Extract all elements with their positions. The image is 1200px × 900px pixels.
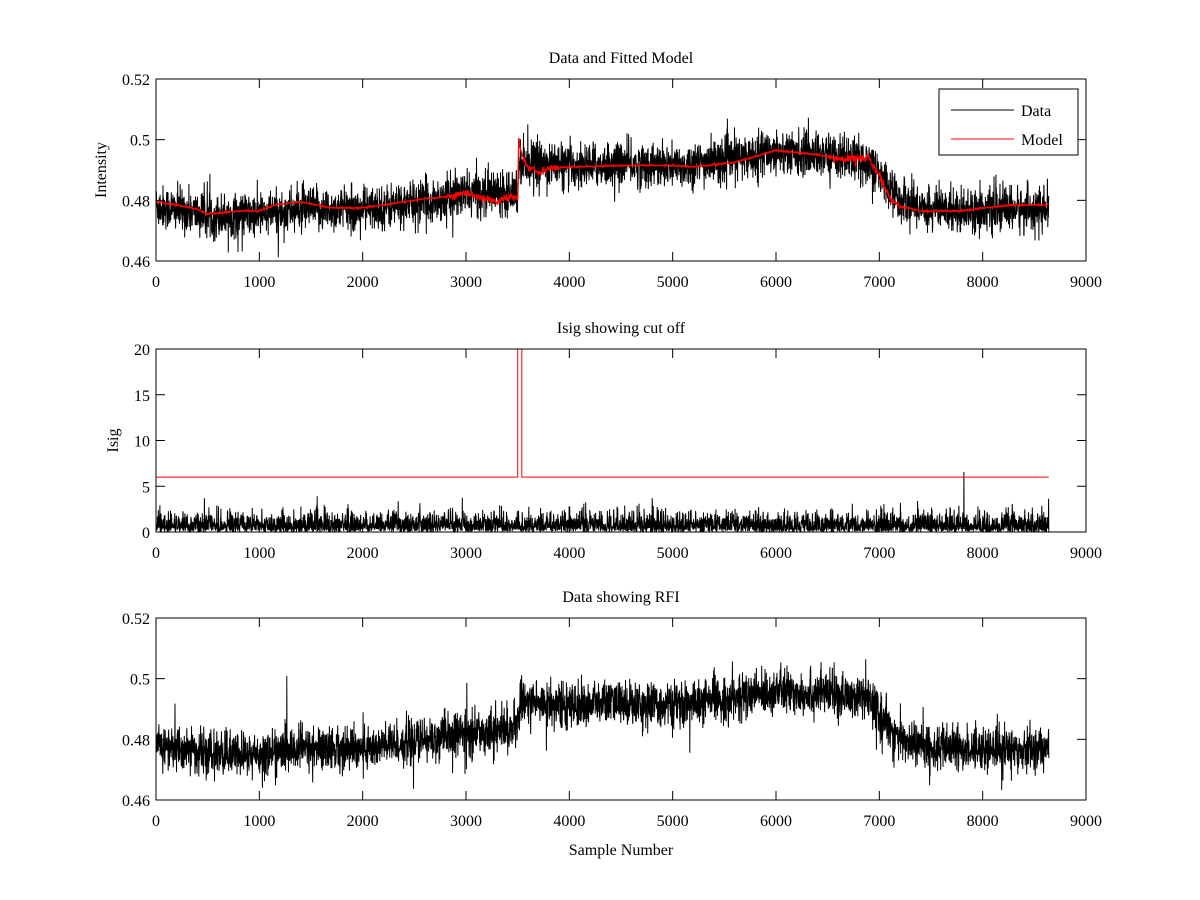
x-tick-label: 5000 [657, 545, 689, 562]
y-tick-label: 0.52 [122, 611, 150, 628]
x-tick-label: 2000 [347, 274, 379, 291]
x-tick-label: 6000 [760, 813, 792, 830]
x-tick-label: 1000 [243, 813, 275, 830]
axes-box [155, 617, 1087, 801]
x-tick-label: 4000 [553, 274, 585, 291]
y-tick-label: 0.5 [130, 672, 150, 689]
axes-box [155, 78, 1087, 262]
series-group [156, 117, 1050, 258]
x-tick-label: 0 [152, 274, 160, 291]
chart-title: Data showing RFI [562, 589, 679, 606]
x-axis-label: Sample Number [569, 842, 674, 859]
legend-label-model: Model [1021, 132, 1063, 149]
y-tick-label: 0.46 [122, 254, 150, 271]
x-tick-label: 9000 [1070, 813, 1102, 830]
series-isig [156, 471, 1050, 532]
subplot-1: 0 1000 2000 3000 4000 5000 6000 7000 8000 9000 0.4… [93, 50, 1102, 291]
x-tick-label: 1000 [243, 545, 275, 562]
x-tick-label: 4000 [553, 545, 585, 562]
series-group [156, 349, 1050, 532]
x-tick-label: 9000 [1070, 274, 1102, 291]
chart-title: Data and Fitted Model [549, 50, 694, 67]
series-model [156, 137, 1050, 217]
series-group [156, 659, 1050, 791]
y-tick-label: 0.5 [130, 133, 150, 150]
subplot-2: 0 1000 2000 3000 4000 5000 6000 7000 8000 9000 0 5 1… [105, 320, 1102, 562]
x-tick-label: 7000 [863, 545, 895, 562]
axes-box [155, 348, 1087, 533]
y-tick-label: 20 [134, 342, 150, 359]
x-tick-label: 6000 [760, 274, 792, 291]
x-tick-label: 8000 [967, 545, 999, 562]
x-tick-label: 2000 [347, 813, 379, 830]
x-tick-label: 5000 [657, 813, 689, 830]
chart-title: Isig showing cut off [557, 320, 686, 337]
series-data [156, 117, 1050, 258]
x-tick-label: 5000 [657, 274, 689, 291]
x-tick-label: 0 [152, 813, 160, 830]
y-tick-label: 15 [134, 388, 150, 405]
legend-label-data: Data [1021, 103, 1051, 120]
legend-box [938, 88, 1079, 156]
y-tick-label: 0.48 [122, 193, 150, 210]
x-tick-label: 6000 [760, 545, 792, 562]
legend: Data Model [938, 88, 1079, 156]
y-tick-label: 0.52 [122, 72, 150, 89]
y-axis-label: Intensity [93, 142, 110, 198]
y-tick-label: 5 [142, 479, 150, 496]
series-data [156, 659, 1050, 791]
y-axis-label: Isig [105, 429, 122, 453]
y-tick-label: 0 [142, 525, 150, 542]
x-tick-label: 3000 [450, 813, 482, 830]
series-cut-off [156, 349, 1049, 478]
x-tick-label: 0 [152, 545, 160, 562]
x-tick-label: 8000 [967, 274, 999, 291]
y-tick-label: 10 [134, 434, 150, 451]
x-tick-label: 2000 [347, 545, 379, 562]
x-tick-label: 3000 [450, 274, 482, 291]
x-tick-label: 4000 [553, 813, 585, 830]
y-tick-label: 0.48 [122, 732, 150, 749]
y-tick-label: 0.46 [122, 793, 150, 810]
x-tick-label: 7000 [863, 813, 895, 830]
x-tick-label: 8000 [967, 813, 999, 830]
x-tick-label: 1000 [243, 274, 275, 291]
subplot-3: 0 1000 2000 3000 4000 5000 6000 7000 8000 9000 0.4… [122, 589, 1102, 859]
x-tick-label: 9000 [1070, 545, 1102, 562]
x-tick-label: 7000 [863, 274, 895, 291]
x-tick-label: 3000 [450, 545, 482, 562]
